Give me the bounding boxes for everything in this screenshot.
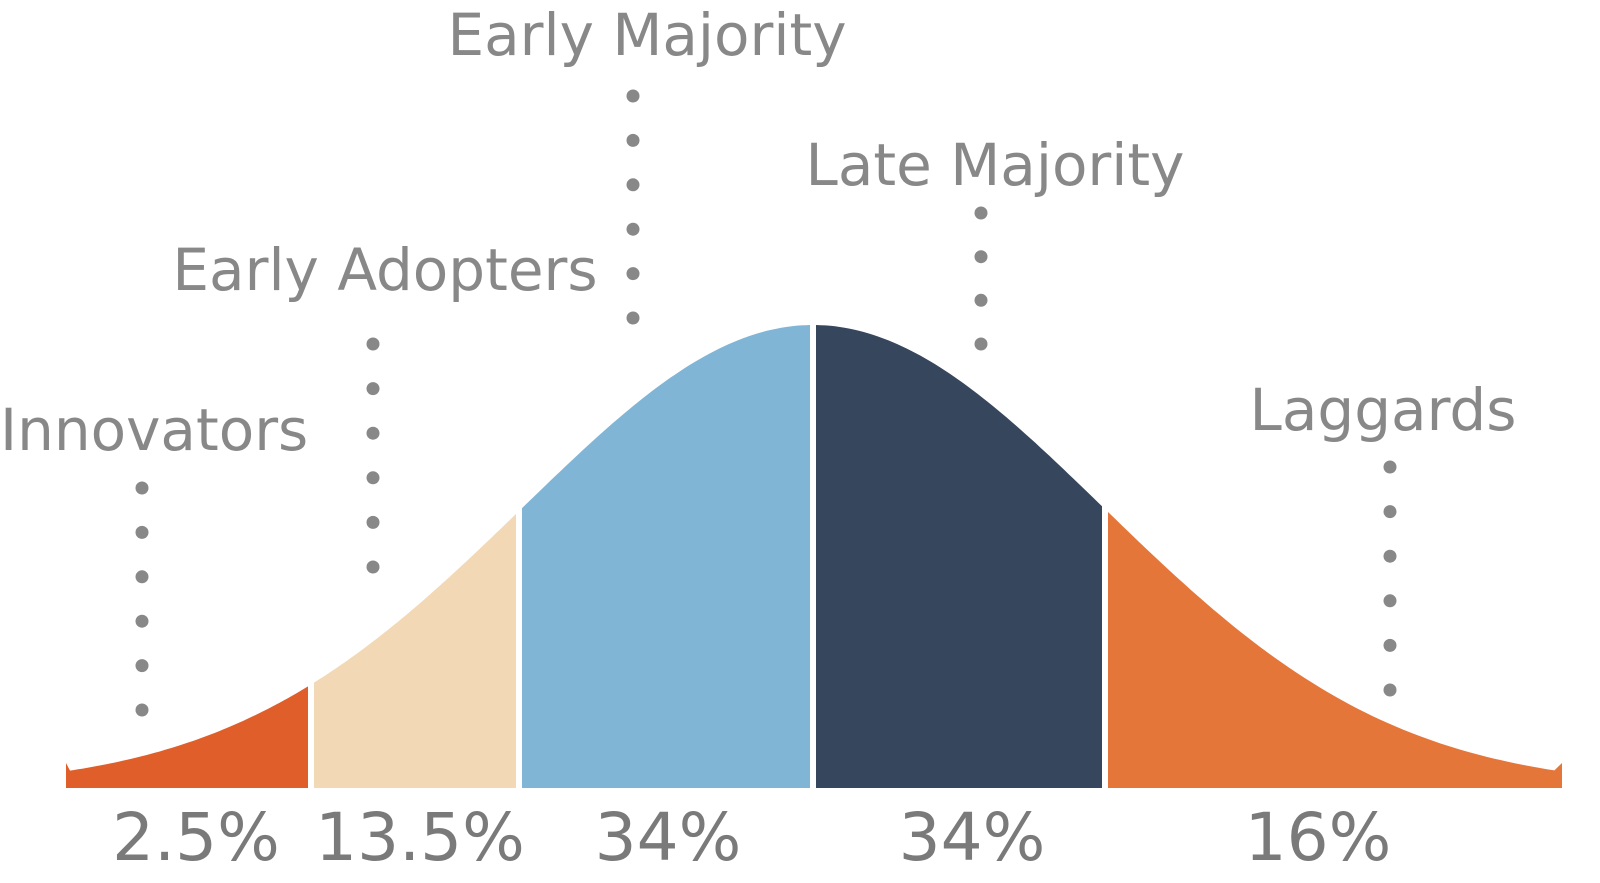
leader-dot bbox=[626, 178, 640, 192]
curve-segment-laggards bbox=[1108, 512, 1562, 788]
leader-dot bbox=[135, 614, 149, 628]
category-label-innovators: Innovators bbox=[0, 396, 308, 464]
curve-segment-early-adopters bbox=[314, 514, 516, 788]
leader-dot bbox=[135, 525, 149, 539]
leader-dot bbox=[626, 89, 640, 103]
leader-dot bbox=[135, 481, 149, 495]
percent-label-late-majority: 34% bbox=[899, 799, 1046, 876]
curve-segment-early-majority bbox=[522, 325, 810, 788]
category-label-laggards: Laggards bbox=[1250, 376, 1517, 444]
leader-dot bbox=[1383, 594, 1397, 608]
category-label-late-majority: Late Majority bbox=[806, 131, 1185, 199]
leader-dot bbox=[626, 311, 640, 325]
percent-label-early-adopters: 13.5% bbox=[315, 799, 525, 876]
leader-dot bbox=[974, 250, 988, 264]
leader-dot bbox=[1383, 460, 1397, 474]
leader-dot bbox=[626, 222, 640, 236]
leader-dots bbox=[135, 89, 1397, 717]
leader-dot bbox=[1383, 549, 1397, 563]
leader-dot bbox=[135, 703, 149, 717]
percent-label-laggards: 16% bbox=[1245, 799, 1392, 876]
leader-dot bbox=[974, 206, 988, 220]
leader-dot bbox=[366, 560, 380, 574]
leader-dot bbox=[366, 382, 380, 396]
curve-segment-late-majority bbox=[816, 325, 1102, 788]
leader-dot bbox=[366, 337, 380, 351]
leader-dot bbox=[366, 515, 380, 529]
leader-dot bbox=[135, 570, 149, 584]
leader-dot bbox=[626, 267, 640, 281]
leader-dot bbox=[974, 293, 988, 307]
leader-dot bbox=[1383, 638, 1397, 652]
leader-dot bbox=[626, 133, 640, 147]
curve-segment-innovators bbox=[66, 686, 308, 788]
curve-segments bbox=[66, 325, 1562, 788]
leader-dot bbox=[974, 337, 988, 351]
leader-dot bbox=[1383, 683, 1397, 697]
category-label-early-adopters: Early Adopters bbox=[172, 236, 597, 304]
leader-dot bbox=[135, 659, 149, 673]
category-label-early-majority: Early Majority bbox=[447, 1, 846, 69]
percent-label-early-majority: 34% bbox=[595, 799, 742, 876]
leader-dot bbox=[366, 471, 380, 485]
leader-dot bbox=[1383, 505, 1397, 519]
leader-dot bbox=[366, 426, 380, 440]
percent-label-innovators: 2.5% bbox=[112, 799, 280, 876]
